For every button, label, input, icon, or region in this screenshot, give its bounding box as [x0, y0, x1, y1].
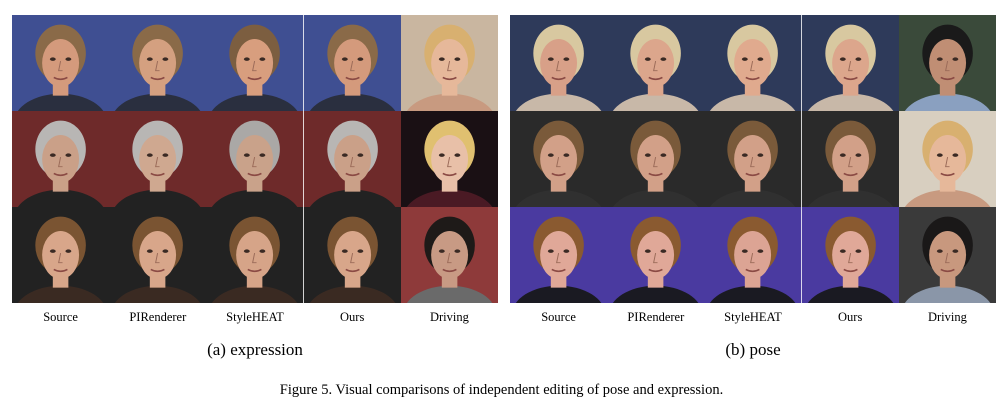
column-label: Ours [838, 310, 863, 324]
portrait-image [400, 111, 498, 207]
image-grid-expression [12, 15, 498, 303]
portrait-image [704, 111, 802, 207]
figure-caption: Figure 5. Visual comparisons of independ… [279, 382, 724, 398]
portrait-image [607, 207, 705, 303]
column-label: Driving [429, 310, 469, 324]
portrait-image [510, 111, 608, 207]
column-label: Source [43, 310, 78, 324]
portrait-image [510, 207, 608, 303]
portrait-image [109, 111, 207, 207]
column-labels-expression: Source PIRenderer StyleHEAT Ours Driving [12, 310, 498, 325]
column-label: StyleHEAT [226, 310, 284, 324]
portrait-image [206, 207, 304, 303]
column-label: PIRenderer [129, 310, 187, 324]
portrait-image [12, 207, 110, 303]
portrait-image [12, 15, 110, 111]
portrait-image [109, 207, 207, 303]
portrait-image [400, 207, 498, 303]
column-label: Driving [927, 310, 967, 324]
portrait-image [510, 15, 608, 111]
portrait-image [303, 207, 401, 303]
portrait-image [12, 111, 110, 207]
column-label: StyleHEAT [724, 310, 782, 324]
portrait-image [303, 15, 401, 111]
image-grid-pose [510, 15, 996, 303]
portrait-image [801, 15, 899, 111]
portrait-image [206, 111, 304, 207]
subcaption-expression: (a) expression [207, 340, 303, 359]
portrait-image [898, 15, 996, 111]
panel-expression: Source PIRenderer StyleHEAT Ours Driving [12, 15, 498, 325]
portrait-image [801, 207, 899, 303]
portrait-image [704, 207, 802, 303]
subcaption-pose: (b) pose [725, 340, 781, 359]
column-label: PIRenderer [627, 310, 685, 324]
portrait-image [400, 15, 498, 111]
panel-pose: Source PIRenderer StyleHEAT Ours Driving [510, 15, 996, 325]
portrait-image [206, 15, 304, 111]
portrait-image [898, 111, 996, 207]
portrait-image [607, 15, 705, 111]
column-label: Ours [340, 310, 365, 324]
portrait-image [109, 15, 207, 111]
portrait-image [801, 111, 899, 207]
portrait-image [898, 207, 996, 303]
column-labels-pose: Source PIRenderer StyleHEAT Ours Driving [510, 310, 996, 325]
portrait-image [704, 15, 802, 111]
portrait-image [303, 111, 401, 207]
column-label: Source [541, 310, 576, 324]
portrait-image [607, 111, 705, 207]
